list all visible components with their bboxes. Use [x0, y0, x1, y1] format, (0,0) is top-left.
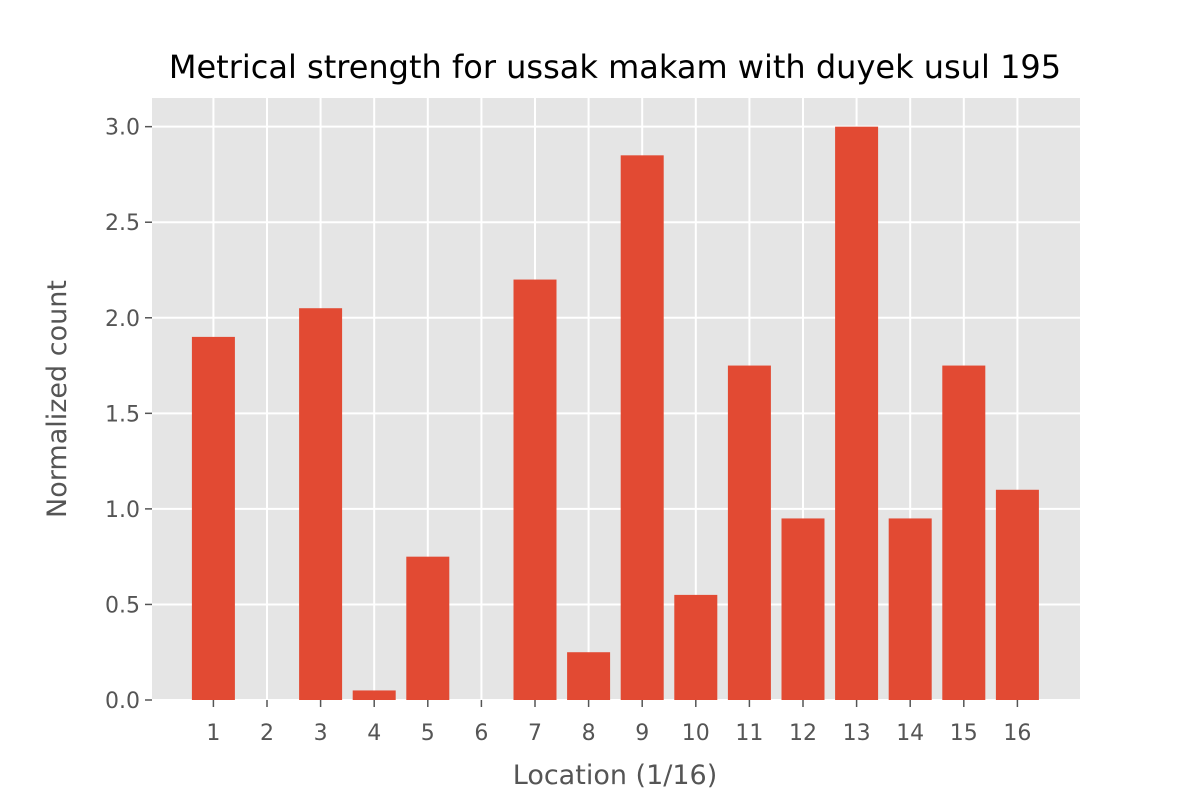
x-tick-label: 12 — [789, 721, 817, 746]
bar-1 — [191, 336, 235, 700]
y-tick-label: 1.5 — [105, 402, 140, 427]
y-tick-label: 3.0 — [105, 116, 140, 141]
y-axis-label: Normalized count — [42, 280, 73, 518]
x-tick-label: 9 — [635, 721, 649, 746]
x-axis-label: Location (1/16) — [513, 760, 717, 791]
y-tick-label: 0.0 — [105, 689, 140, 714]
bar-4 — [352, 690, 396, 700]
x-tick-label: 6 — [474, 721, 488, 746]
x-tick-label: 13 — [843, 721, 871, 746]
bar-10 — [674, 594, 718, 700]
x-tick-label: 1 — [206, 721, 220, 746]
x-tick-label: 11 — [735, 721, 763, 746]
x-tick-label: 8 — [582, 721, 596, 746]
x-tick-label: 16 — [1003, 721, 1031, 746]
bar-8 — [567, 652, 611, 700]
y-tick-label: 2.5 — [105, 211, 140, 236]
bar-15 — [942, 365, 986, 700]
x-tick-label: 5 — [421, 721, 435, 746]
bar-12 — [781, 518, 825, 700]
plot-background — [152, 98, 1080, 700]
x-tick-label: 2 — [260, 721, 274, 746]
bar-13 — [835, 126, 879, 700]
x-tick-label: 7 — [528, 721, 542, 746]
y-axis-ticks: 0.0 0.5 1.0 1.5 2.0 2.5 3.0 — [105, 116, 152, 714]
x-tick-label: 15 — [950, 721, 978, 746]
bar-16 — [995, 489, 1039, 700]
bar-3 — [299, 308, 343, 700]
bar-9 — [620, 155, 664, 701]
x-tick-label: 14 — [896, 721, 924, 746]
y-tick-label: 0.5 — [105, 593, 140, 618]
x-tick-label: 4 — [367, 721, 381, 746]
bars — [191, 126, 1039, 701]
x-axis-ticks: 1 2 3 4 5 6 7 8 9 10 11 12 13 14 15 16 — [206, 700, 1031, 746]
x-tick-label: 3 — [314, 721, 328, 746]
y-tick-label: 1.0 — [105, 498, 140, 523]
x-tick-label: 10 — [682, 721, 710, 746]
y-tick-label: 2.0 — [105, 307, 140, 332]
chart-title: Metrical strength for ussak makam with d… — [169, 48, 1061, 86]
bar-5 — [406, 556, 450, 700]
bar-7 — [513, 279, 557, 700]
bar-14 — [888, 518, 932, 700]
bar-11 — [727, 365, 771, 700]
